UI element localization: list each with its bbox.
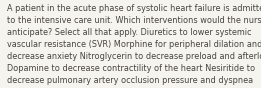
Text: to the intensive care unit. Which interventions would the nurse: to the intensive care unit. Which interv… — [7, 16, 261, 25]
Text: decrease pulmonary artery occlusion pressure and dyspnea: decrease pulmonary artery occlusion pres… — [7, 76, 253, 85]
Text: decrease anxiety Nitroglycerin to decrease preload and afterload: decrease anxiety Nitroglycerin to decrea… — [7, 52, 261, 61]
Text: Dopamine to decrease contractility of the heart Nesiritide to: Dopamine to decrease contractility of th… — [7, 64, 255, 73]
Text: anticipate? Select all that apply. Diuretics to lower systemic: anticipate? Select all that apply. Diure… — [7, 28, 251, 37]
Text: vascular resistance (SVR) Morphine for peripheral dilation and to: vascular resistance (SVR) Morphine for p… — [7, 40, 261, 49]
Text: A patient in the acute phase of systolic heart failure is admitted: A patient in the acute phase of systolic… — [7, 4, 261, 13]
